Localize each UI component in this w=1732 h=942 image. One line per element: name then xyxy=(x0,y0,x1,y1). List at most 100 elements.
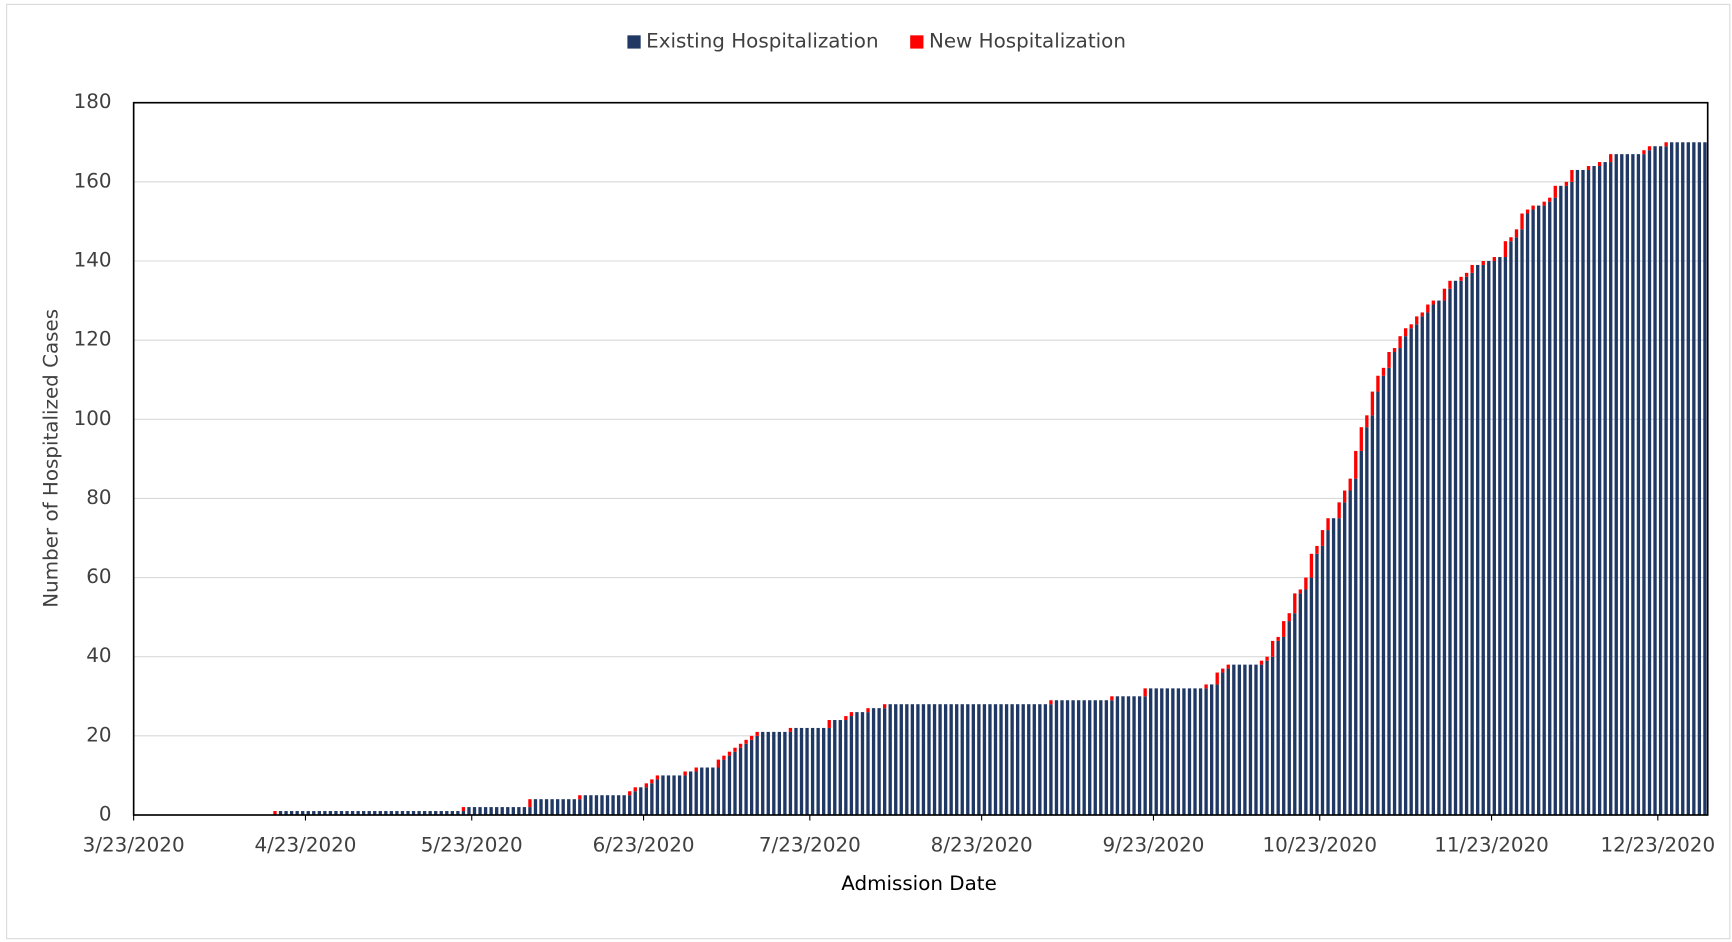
bar-segment xyxy=(1326,518,1330,531)
bar-segment xyxy=(1359,427,1363,451)
bar-segment xyxy=(833,720,837,816)
bar-segment xyxy=(1160,688,1164,816)
bar-segment xyxy=(517,807,521,816)
bar-segment xyxy=(1187,688,1192,816)
bar-segment xyxy=(1221,672,1225,816)
bar-segment xyxy=(428,811,432,816)
bar-segment xyxy=(1647,146,1652,151)
bar-segment xyxy=(1176,688,1181,816)
bar-segment xyxy=(461,811,466,816)
bar-segment xyxy=(761,731,765,816)
y-tick-label: 60 xyxy=(86,565,111,588)
bar-segment xyxy=(633,791,637,816)
bar-segment xyxy=(882,704,887,709)
bar-segment xyxy=(1481,260,1485,265)
bar-segment xyxy=(727,751,732,756)
bar-segment xyxy=(749,735,754,740)
bar-segment xyxy=(1448,288,1452,816)
bar-segment xyxy=(755,731,759,736)
bar-segment xyxy=(1431,304,1436,816)
bar-segment xyxy=(1248,664,1253,816)
bar-segment xyxy=(1365,415,1369,428)
bar-segment xyxy=(528,807,532,816)
bar-segment xyxy=(705,767,709,816)
bar-segment xyxy=(655,775,660,780)
y-tick-label: 100 xyxy=(74,407,112,430)
bar-segment xyxy=(1049,704,1053,816)
x-tick-label: 8/23/2020 xyxy=(931,833,1033,856)
bar-segment xyxy=(683,771,687,776)
bar-segment xyxy=(810,727,815,816)
bar-segment xyxy=(1581,169,1585,816)
legend: Existing Hospitalization New Hospitalizat… xyxy=(627,29,1126,52)
x-axis-title: Admission Date xyxy=(841,872,997,895)
y-tick-label: 120 xyxy=(74,328,112,351)
bar-segment xyxy=(650,783,654,816)
bar-segment xyxy=(1010,704,1014,816)
bar-segment xyxy=(993,704,998,816)
bar-segment xyxy=(1487,260,1491,816)
bar-segment xyxy=(544,799,549,816)
bar-segment xyxy=(1442,300,1447,816)
bar-segment xyxy=(1259,660,1264,665)
bar-segment xyxy=(1470,264,1474,273)
legend-label: New Hospitalization xyxy=(929,29,1126,52)
bar-segment xyxy=(1270,656,1275,816)
bar-segment xyxy=(1104,700,1109,816)
bar-segment xyxy=(362,811,366,816)
bar-segment xyxy=(1348,478,1352,491)
bar-segment xyxy=(1209,684,1214,816)
plot-border xyxy=(132,101,1709,816)
bar-segment xyxy=(1143,688,1147,697)
bar-segment xyxy=(1054,700,1059,816)
y-axis-title: Number of Hospitalized Cases xyxy=(39,309,62,608)
bar-segment xyxy=(1243,664,1247,816)
bar-segment xyxy=(1282,636,1286,816)
bar-segment xyxy=(1143,696,1147,816)
bar-segment xyxy=(1088,700,1092,816)
bar-segment xyxy=(882,708,887,816)
bar-segment xyxy=(301,811,305,816)
bar-segment xyxy=(1653,146,1657,816)
bar-segment xyxy=(1642,150,1646,155)
bar-segment xyxy=(594,795,599,816)
bar-segment xyxy=(860,712,865,816)
bar-segment xyxy=(1459,280,1463,816)
bar-segment xyxy=(1182,688,1186,816)
x-tick-label: 6/23/2020 xyxy=(593,833,695,856)
bar-segment xyxy=(1354,478,1358,816)
bar-segment xyxy=(844,720,848,816)
bar-segment xyxy=(827,720,831,728)
bar-segment xyxy=(1110,696,1114,701)
bar-segment xyxy=(1420,312,1424,317)
bar-segment xyxy=(1520,213,1524,230)
bar-segment xyxy=(1403,336,1408,816)
bar-segment xyxy=(1636,154,1641,816)
bar-segment xyxy=(1525,209,1530,214)
bar-segment xyxy=(278,811,283,816)
x-tick-label: 7/23/2020 xyxy=(759,833,861,856)
bar-segment xyxy=(894,704,898,816)
bar-segment xyxy=(1193,688,1197,816)
bar-segment xyxy=(1270,640,1275,657)
bar-segment xyxy=(749,739,754,816)
bar-segment xyxy=(417,811,421,816)
x-tick-label: 4/23/2020 xyxy=(255,833,357,856)
bar-segment xyxy=(716,767,721,816)
bar-segment xyxy=(578,799,582,816)
bar-segment xyxy=(1392,352,1397,816)
bar-segment xyxy=(711,767,715,816)
bar-segment xyxy=(289,811,294,816)
bar-segment xyxy=(899,704,903,816)
bar-segment xyxy=(312,811,316,816)
bar-segment xyxy=(733,751,737,816)
legend-label: Existing Hospitalization xyxy=(646,29,878,52)
bar-segment xyxy=(1370,415,1375,816)
bar-segment xyxy=(1664,146,1668,816)
bar-segment xyxy=(1603,162,1607,816)
bar-segment xyxy=(1304,577,1308,590)
bar-segment xyxy=(1492,257,1496,261)
bar-segment xyxy=(639,787,643,816)
bar-segment xyxy=(1315,553,1319,816)
bar-segment xyxy=(766,731,770,816)
